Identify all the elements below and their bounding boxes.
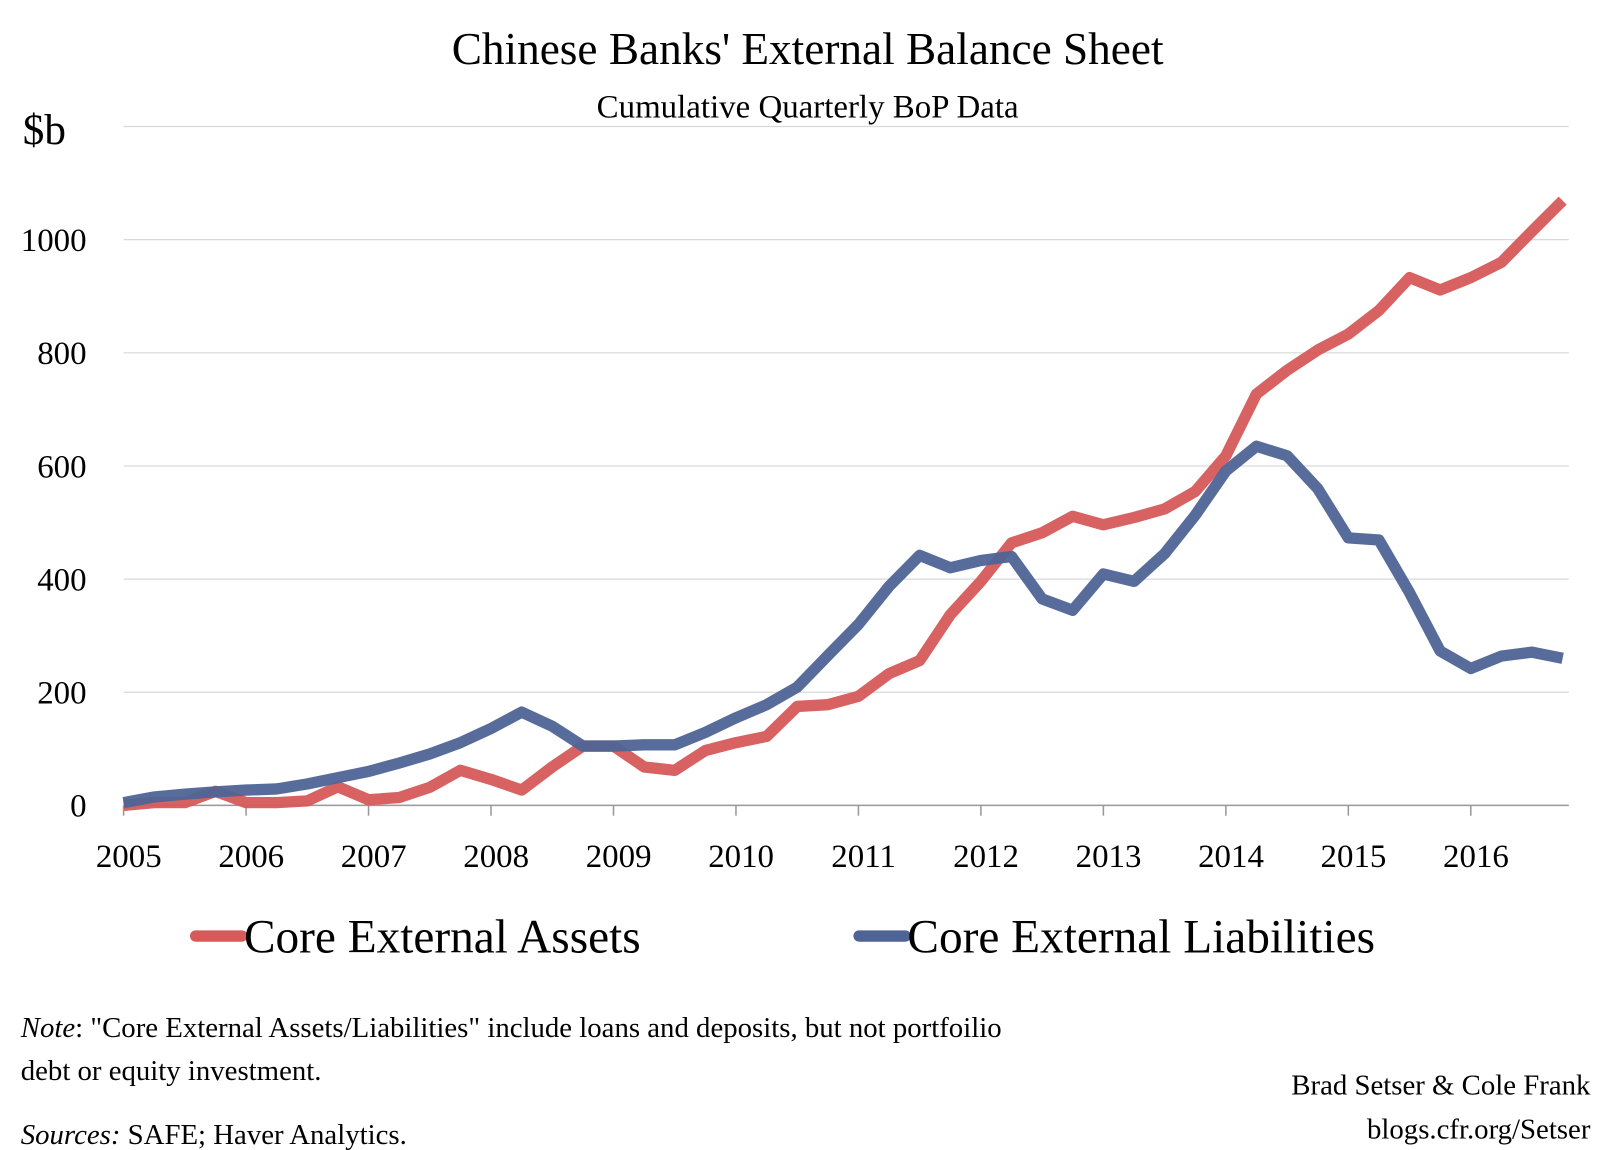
- credit: Brad Setser & Cole Frank: [1291, 1069, 1591, 1101]
- y-tick-label: 200: [37, 676, 86, 712]
- x-tick-label: 2008: [463, 839, 529, 875]
- y-tick-label: 800: [37, 336, 86, 372]
- x-tick-label: 2015: [1321, 839, 1387, 875]
- y-tick-label: 600: [37, 449, 86, 485]
- x-tick-label: 2006: [218, 839, 284, 875]
- note: Note: "Core External Assets/Liabilities"…: [20, 1012, 1002, 1044]
- legend-label: Core External Liabilities: [907, 912, 1375, 964]
- credit: blogs.cfr.org/Setser: [1367, 1114, 1591, 1146]
- y-tick-label: 1000: [21, 223, 87, 259]
- x-tick-label: 2010: [708, 839, 774, 875]
- y-axis-label: $b: [23, 107, 66, 154]
- note-text: : "Core External Assets/Liabilities" inc…: [75, 1012, 1001, 1044]
- chart-title: Chinese Banks' External Balance Sheet: [452, 24, 1164, 74]
- x-tick-label: 2012: [953, 839, 1019, 875]
- x-tick-label: 2005: [96, 839, 162, 875]
- note-text: debt or equity investment.: [21, 1055, 322, 1087]
- legend-label: Core External Assets: [244, 912, 641, 964]
- note-label: Note: [20, 1012, 76, 1044]
- y-tick-label: 0: [70, 789, 86, 825]
- chart-subtitle: Cumulative Quarterly BoP Data: [597, 89, 1019, 125]
- x-tick-label: 2009: [586, 839, 652, 875]
- y-tick-label: 400: [37, 562, 86, 598]
- x-tick-label: 2014: [1198, 839, 1264, 875]
- x-tick-label: 2016: [1443, 839, 1509, 875]
- x-tick-label: 2007: [341, 839, 407, 875]
- x-tick-label: 2011: [831, 839, 896, 875]
- sources: Sources: SAFE; Haver Analytics.: [21, 1119, 407, 1150]
- series-line: [123, 196, 1567, 812]
- x-tick-label: 2013: [1076, 839, 1142, 875]
- sources-label: Sources:: [21, 1119, 121, 1150]
- sources-text: SAFE; Haver Analytics.: [120, 1119, 406, 1150]
- series-line: [122, 440, 1564, 809]
